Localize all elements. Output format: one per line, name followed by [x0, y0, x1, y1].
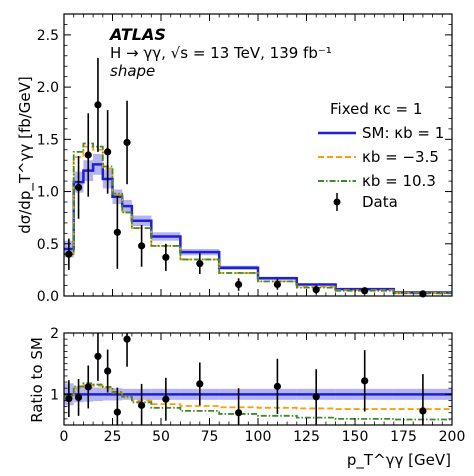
y-tick-label: 2.5	[37, 28, 59, 44]
legend: Fixed κc = 1 SM: κb = 1 κb = −3.5 κb = 1…	[318, 100, 444, 211]
legend-label-sm: SM: κb = 1	[362, 124, 444, 142]
y-tick-label: 2.0	[37, 80, 59, 96]
data-point	[312, 286, 320, 294]
x-tick-label: 150	[342, 429, 369, 445]
data-point	[235, 409, 243, 417]
x-tick-label: 100	[245, 429, 272, 445]
data-point	[123, 335, 131, 343]
x-tick-label: 50	[152, 429, 170, 445]
y-tick-label: 0.0	[37, 289, 59, 305]
plot-frame	[63, 332, 453, 426]
data-point	[419, 407, 427, 415]
data-point	[235, 280, 243, 289]
data-point	[162, 395, 170, 403]
legend-data-marker	[333, 198, 341, 206]
x-tick-label: 175	[390, 429, 417, 445]
data-point	[84, 383, 92, 391]
legend-label-kb-pos: κb = 10.3	[362, 172, 436, 190]
data-point	[84, 151, 92, 159]
data-point	[74, 183, 83, 191]
data-point	[361, 377, 369, 385]
annotation-energy: H → γγ, √s = 13 TeV, 139 fb⁻¹	[110, 44, 332, 62]
annotation-shape: shape	[110, 62, 155, 80]
x-axis-label: p_T^γγ [GeV]	[347, 451, 451, 470]
data-point	[196, 260, 204, 268]
x-tick-label: 200	[439, 429, 466, 445]
series-line	[64, 163, 452, 294]
main-panel: 0.0 0.5 1.0 1.5 2.0 2.5	[37, 13, 453, 305]
data-point	[104, 148, 112, 156]
y-tick-label: 1	[50, 387, 59, 403]
x-tick-label: 25	[104, 429, 122, 445]
y-tick-label: 1.0	[37, 185, 59, 201]
data-point	[94, 101, 102, 109]
data-point	[74, 393, 83, 401]
data-point	[113, 228, 121, 236]
x-tick-label: 75	[201, 429, 219, 445]
data-point	[94, 352, 102, 360]
data-point	[65, 250, 73, 258]
data-point	[104, 367, 112, 375]
legend-label-data: Data	[362, 193, 398, 211]
legend-label-kb-neg: κb = −3.5	[362, 148, 439, 166]
data-point	[162, 253, 170, 261]
y-tick-label: 1.5	[37, 132, 59, 148]
ratio-y-axis-label: Ratio to SM	[28, 337, 46, 423]
data-point	[138, 401, 146, 409]
legend-title: Fixed κc = 1	[330, 100, 422, 118]
data-point	[65, 395, 73, 403]
data-point	[361, 287, 369, 295]
data-point	[196, 380, 204, 388]
data-point	[138, 242, 146, 250]
x-tick-label: 0	[60, 429, 69, 445]
x-tick-label: 125	[293, 429, 320, 445]
ratio-panel: 0 25 50 75 100 125 150 175 200 1 2	[50, 326, 465, 445]
data-point	[273, 382, 281, 390]
y-tick-label: 0.5	[37, 237, 59, 253]
data-point	[123, 138, 131, 147]
data-point	[312, 393, 320, 401]
data-point	[273, 280, 281, 289]
y-axis-label: dσ/dp_T^γγ [fb/GeV]	[16, 76, 35, 234]
chart-title: ATLAS	[108, 25, 166, 44]
y-tick-label: 2	[50, 326, 59, 342]
data-point	[113, 408, 121, 416]
